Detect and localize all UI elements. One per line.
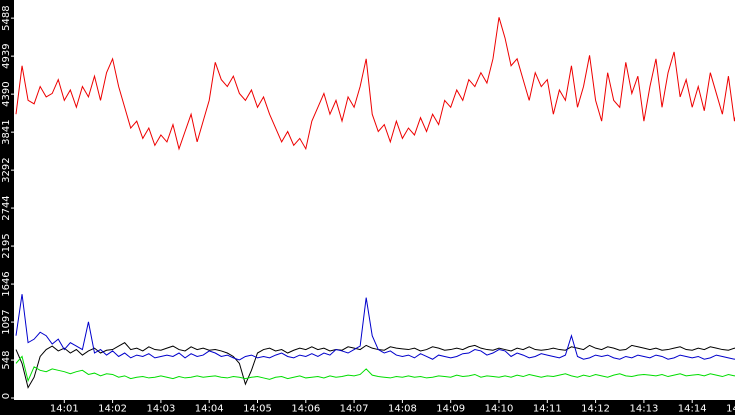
y-tick-label: 0 (1, 393, 12, 399)
x-tick-label: 14:03 (146, 404, 175, 415)
x-tick-label: 14:12 (581, 404, 610, 415)
y-tick-label: 5488 (1, 5, 12, 30)
y-tick-label: 1097 (1, 309, 12, 334)
y-tick-label: 1646 (1, 271, 12, 296)
y-axis-strip (0, 0, 14, 415)
x-tick-label: 14:14 (678, 404, 707, 415)
y-tick-label: 4939 (1, 43, 12, 68)
x-tick-label: 14:13 (629, 404, 658, 415)
x-tick-label: 14:11 (533, 404, 562, 415)
x-tick-label: 14:02 (98, 404, 127, 415)
x-tick-label: 14:01 (50, 404, 79, 415)
x-tick-label: 14:04 (195, 404, 224, 415)
x-tick-label: 14:06 (291, 404, 320, 415)
series-line (15, 355, 735, 383)
plot-lines (15, 17, 735, 389)
series-line (15, 294, 735, 361)
x-tick-label: 14:09 (436, 404, 465, 415)
y-tick-label: 2195 (1, 233, 12, 258)
x-tick-label: 14:07 (340, 404, 369, 415)
y-tick-label: 3292 (1, 157, 12, 182)
x-tick-label: 14:15 (726, 404, 735, 415)
x-tick-label: 14:05 (243, 404, 272, 415)
y-tick-label: 2744 (1, 195, 12, 220)
y-tick-label: 4390 (1, 81, 12, 106)
x-tick-label: 14:08 (388, 404, 417, 415)
y-tick-label: 3841 (1, 119, 12, 144)
series-line (15, 17, 735, 151)
y-tick-label: 548 (1, 351, 12, 370)
x-tick-label: 14:10 (485, 404, 514, 415)
x-axis-strip (0, 400, 735, 415)
